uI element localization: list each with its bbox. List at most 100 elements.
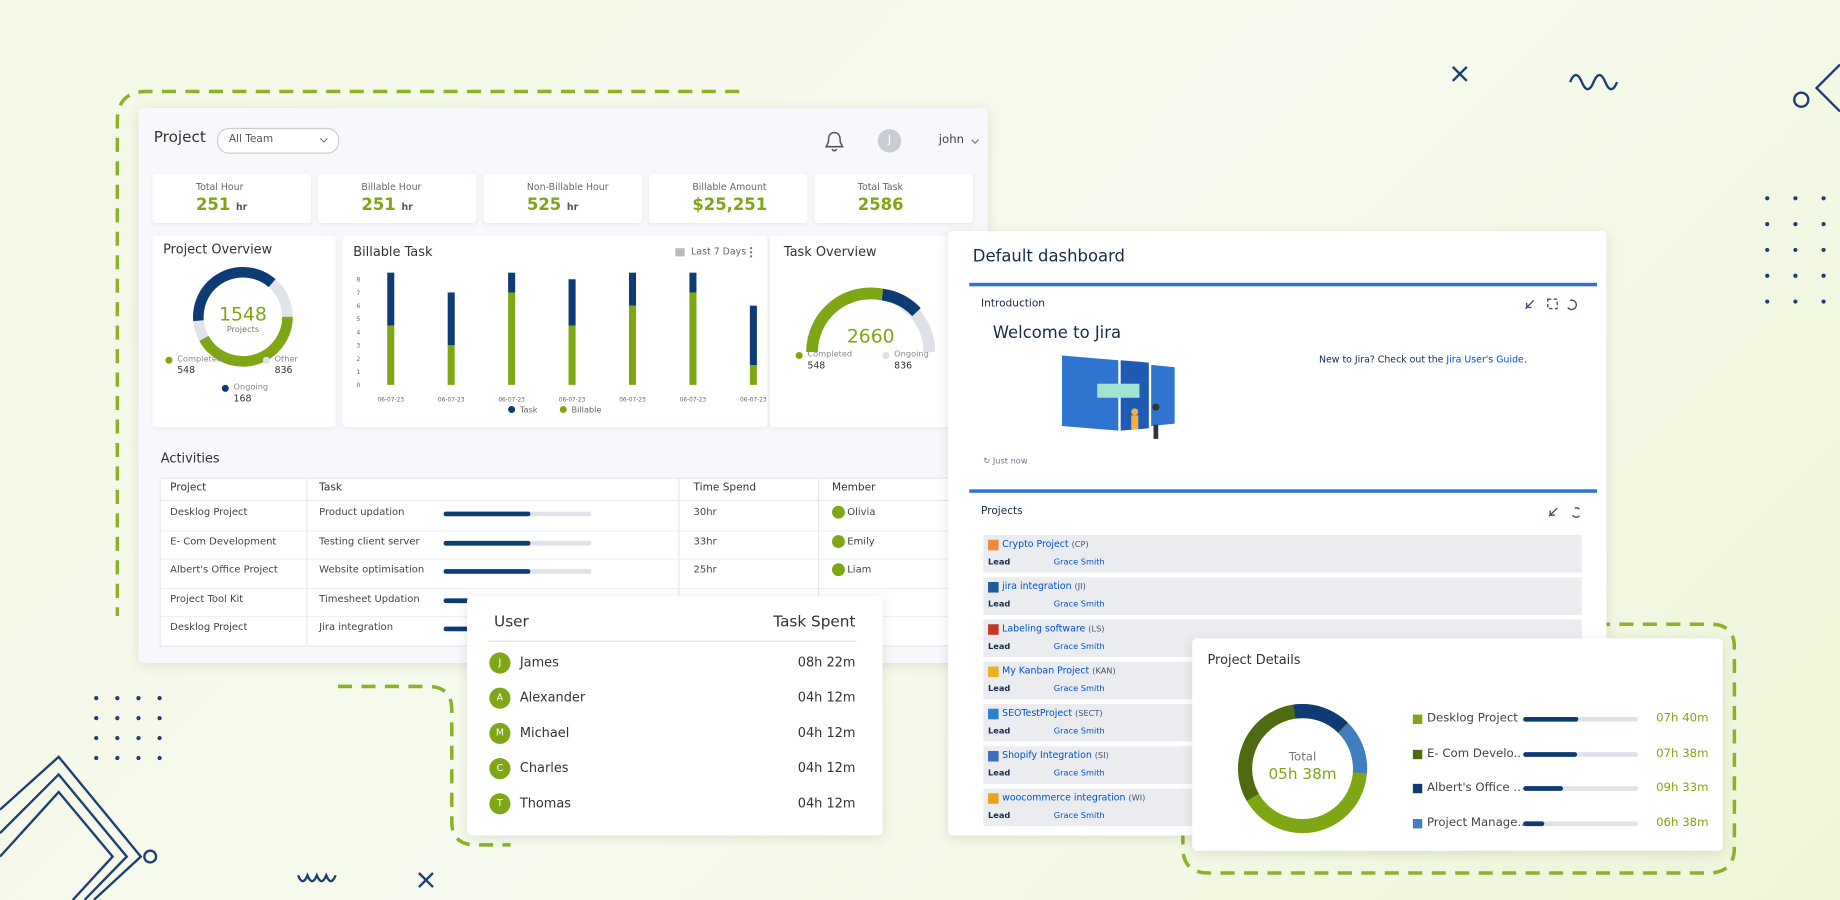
team-select[interactable]: All Team [217,127,340,154]
dot [157,735,162,741]
project-row: jira integration (JI) Lead Grace Smith [983,577,1582,615]
panel-title: Billable Task [353,244,433,260]
progress-track [443,569,592,574]
donut-segment [1238,704,1368,834]
project-title: jira integration (JI) [1002,581,1086,592]
task-gauge [806,287,936,353]
lead-label: Lead [988,810,1011,821]
chevron [971,139,980,144]
bar [689,292,697,385]
project-name[interactable]: Labeling software [1002,623,1086,634]
lead-name[interactable]: Grace Smith [1053,810,1105,821]
dot [1765,273,1770,278]
chevron [1814,63,1840,113]
project-name[interactable]: SEOTestProject [1002,707,1073,719]
table-header: Project Task Time Spend Member [160,479,983,502]
project-title: Shopify Integration (SI) [1002,750,1109,761]
gadget-icons[interactable] [1547,505,1580,519]
dot [115,696,120,701]
users-card: User Task Spent J James 08h 22m A Alexander 0… [467,596,883,836]
legend-dot [795,352,803,360]
lead-label: Lead [988,726,1011,736]
progress-bar [443,569,531,574]
dot [157,755,162,761]
bell-icon[interactable] [824,130,845,153]
lead-name[interactable]: Grace Smith [1053,599,1105,609]
lead-label: Lead [988,599,1011,609]
page-title: Project [153,129,206,147]
user-time: 04h 12m [797,795,856,811]
project-title: My Kanban Project (KAN) [1002,665,1116,676]
user-name[interactable]: john [938,133,965,147]
item-name: E- Com Develo.. [1426,746,1521,760]
project-key: (WI) [1128,793,1146,803]
project-key: (SI) [1094,750,1109,761]
timestamp: ↻ Just now [983,456,1028,466]
project-icon [988,582,999,593]
stat-value: 525 hr [527,196,578,215]
cell-project: Desklog Project [170,506,248,519]
overview-total: 1548 [219,302,267,326]
cell-time: 30hr [693,506,717,519]
stat-label: Billable Amount [692,181,767,193]
lead-name[interactable]: Grace Smith [1053,768,1105,778]
menu-icon[interactable] [749,246,754,258]
lead-name[interactable]: Grace Smith [1053,726,1105,736]
gadget-icons[interactable] [1523,297,1579,311]
dashed-frame [337,684,511,847]
progress-bar [1523,786,1564,791]
dot [94,735,99,741]
stat-value: $25,251 [692,196,767,215]
welcome-heading: Welcome to Jira [992,323,1122,343]
dot [1765,222,1770,227]
lead-name[interactable]: Grace Smith [1053,641,1105,652]
guide-link[interactable]: Jira User's Guide [1446,354,1524,365]
dashed-frame [1181,622,1737,875]
bar [628,272,637,306]
gauge-segment [881,288,921,317]
column-header: Task Spent [773,613,856,632]
y-tick-label: 6 [357,304,361,310]
project-key: (LS) [1088,624,1105,634]
progress-bar [1523,820,1544,826]
details-donut [1238,704,1368,834]
project-name[interactable]: My Kanban Project [1002,665,1090,676]
project-title: woocommerce integration (WI) [1002,792,1145,803]
progress-track [1523,751,1639,757]
legend-dot [508,405,516,414]
cell-time: 33hr [693,535,717,548]
project-name[interactable]: Shopify Integration [1002,749,1092,761]
legend-label: Billable [571,404,601,414]
intro-text: New to Jira? Check out the Jira User's G… [1319,354,1527,365]
column-divider [306,478,308,646]
project-key: (JI) [1074,582,1086,592]
lead-name[interactable]: Grace Smith [1053,684,1105,694]
item-time: 07h 40m [1656,712,1709,726]
dot [94,755,99,761]
range-select[interactable]: Last 7 Days [691,246,747,257]
bar [508,272,516,293]
lead-name[interactable]: Grace Smith [1053,557,1105,567]
cell-time: 25hr [693,564,717,577]
billable-task: Billable Task Last 7 Days 0 1 2 3 4 5 6 7 8 06-07… [342,235,768,428]
project-name[interactable]: woocommerce integration [1002,792,1126,803]
x-mark [1451,66,1468,82]
dot [136,735,141,741]
project-icon [988,624,999,635]
calendar-icon[interactable] [675,246,686,257]
bar [568,325,576,385]
user-avatar: A [489,687,511,709]
project-name[interactable]: Crypto Project [1002,538,1069,550]
x-tick-label: 06-07-23 [498,397,525,403]
card-title: Project Details [1207,652,1301,668]
dot [1821,247,1826,253]
divider [969,282,1598,287]
item-swatch [1412,714,1423,724]
project-name[interactable]: jira integration [1002,580,1072,592]
cell-task: Timesheet Updation [319,593,420,605]
avatar[interactable]: J [877,129,902,153]
cell-task: Testing client server [319,535,420,548]
